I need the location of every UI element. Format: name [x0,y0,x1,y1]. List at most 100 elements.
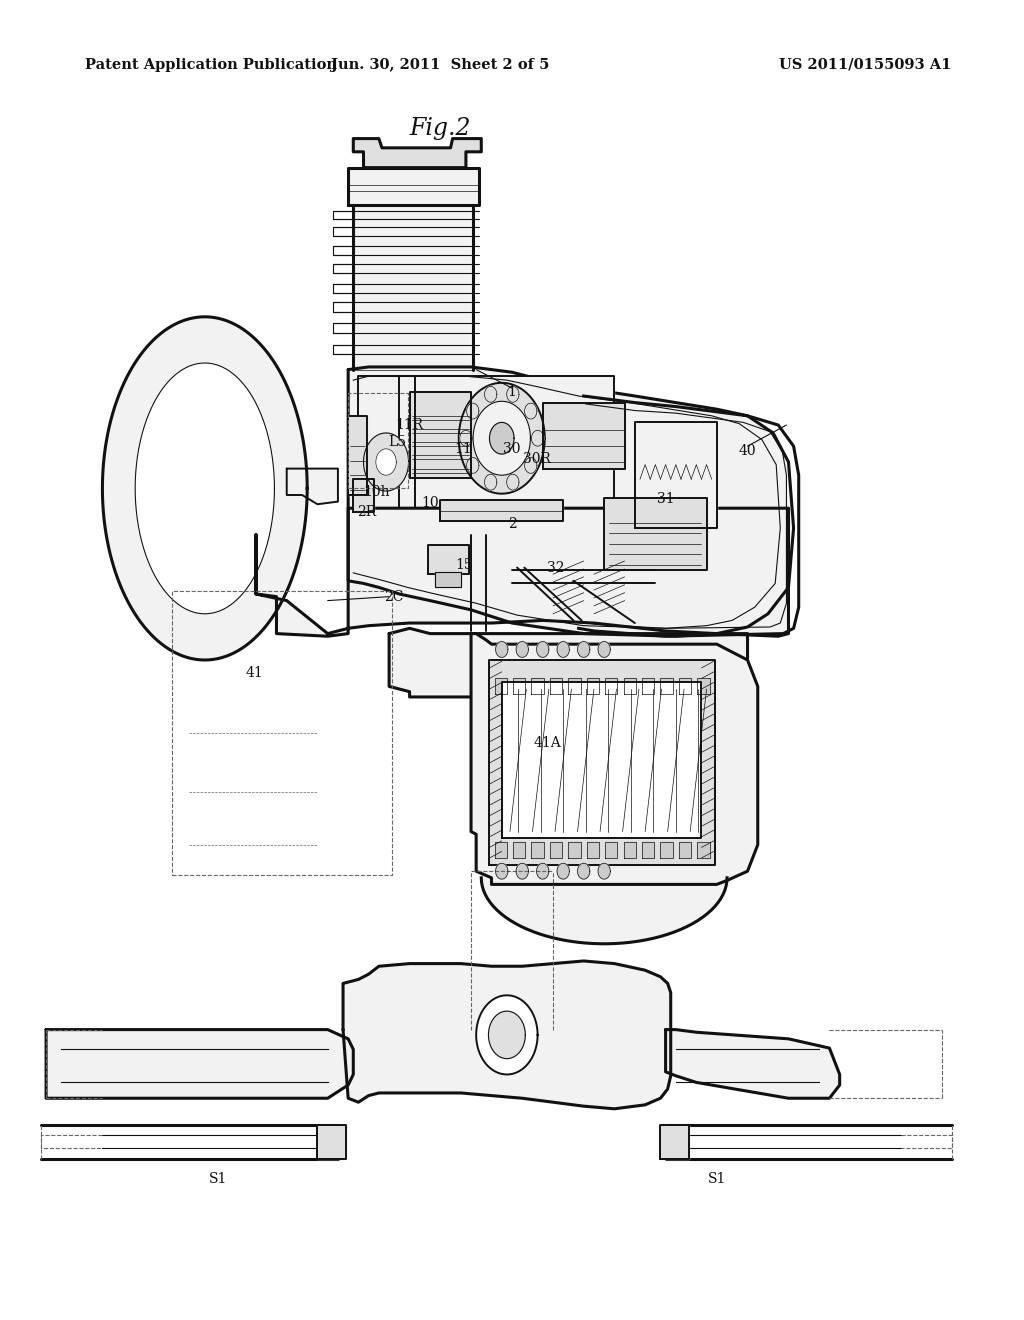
Text: Fig.2: Fig.2 [410,116,471,140]
Polygon shape [353,205,473,370]
Polygon shape [496,863,508,879]
Polygon shape [507,387,519,403]
Polygon shape [353,139,481,168]
Polygon shape [495,678,507,694]
Polygon shape [317,1125,346,1159]
Polygon shape [516,642,528,657]
Polygon shape [660,678,673,694]
Polygon shape [459,383,545,494]
Polygon shape [587,842,599,858]
Polygon shape [348,416,367,495]
Polygon shape [428,545,469,574]
Text: L5: L5 [388,436,407,449]
Polygon shape [550,678,562,694]
Polygon shape [435,572,461,587]
Polygon shape [496,642,508,657]
Polygon shape [376,449,396,475]
Polygon shape [537,642,549,657]
Polygon shape [488,1011,525,1059]
Text: 11: 11 [454,442,472,455]
Text: 15: 15 [455,558,473,572]
Polygon shape [578,863,590,879]
Polygon shape [543,403,625,469]
Polygon shape [598,863,610,879]
Polygon shape [531,842,544,858]
Polygon shape [481,878,727,944]
Polygon shape [467,403,479,418]
Polygon shape [484,387,497,403]
Polygon shape [531,430,544,446]
Text: 41A: 41A [534,737,562,750]
Polygon shape [410,392,471,478]
Polygon shape [642,678,654,694]
Polygon shape [467,458,479,474]
Text: 30R: 30R [522,453,551,466]
Text: 10: 10 [421,496,439,510]
Polygon shape [598,642,610,657]
Polygon shape [679,678,691,694]
Polygon shape [604,498,707,570]
Text: 32: 32 [547,561,565,574]
Polygon shape [550,842,562,858]
Polygon shape [287,469,338,504]
Polygon shape [102,317,307,660]
Polygon shape [605,678,617,694]
Text: 40: 40 [738,445,757,458]
Polygon shape [568,842,581,858]
Polygon shape [348,367,794,636]
Polygon shape [513,842,525,858]
Polygon shape [557,863,569,879]
Text: Patent Application Publication: Patent Application Publication [85,58,337,71]
Text: 41: 41 [245,667,263,680]
Polygon shape [524,403,537,418]
Text: 2: 2 [508,517,516,531]
Polygon shape [635,422,717,528]
Polygon shape [389,628,748,697]
Polygon shape [484,474,497,490]
Polygon shape [399,376,614,508]
Polygon shape [46,1030,353,1098]
Polygon shape [358,376,415,508]
Polygon shape [531,678,544,694]
Polygon shape [697,678,710,694]
Text: 31: 31 [656,492,675,506]
Polygon shape [489,660,715,865]
Polygon shape [642,842,654,858]
Polygon shape [605,842,617,858]
Polygon shape [256,508,788,636]
Polygon shape [513,678,525,694]
Polygon shape [135,363,274,614]
Polygon shape [495,842,507,858]
Polygon shape [516,863,528,879]
Text: 11R: 11R [395,418,424,432]
Text: 1: 1 [508,385,516,399]
Polygon shape [557,642,569,657]
Polygon shape [624,842,636,858]
Polygon shape [660,1125,689,1159]
Polygon shape [471,634,758,884]
Polygon shape [697,842,710,858]
Polygon shape [587,678,599,694]
Polygon shape [476,995,538,1074]
Polygon shape [568,678,581,694]
Polygon shape [364,433,409,491]
Polygon shape [660,842,673,858]
Polygon shape [460,430,472,446]
Polygon shape [679,842,691,858]
Polygon shape [489,422,514,454]
Text: Jun. 30, 2011  Sheet 2 of 5: Jun. 30, 2011 Sheet 2 of 5 [331,58,550,71]
Polygon shape [537,863,549,879]
Text: 2C: 2C [385,590,403,603]
Text: US 2011/0155093 A1: US 2011/0155093 A1 [779,58,951,71]
Text: S1: S1 [209,1172,227,1185]
Text: 2R: 2R [357,506,376,519]
Text: S1: S1 [708,1172,726,1185]
Polygon shape [524,458,537,474]
Polygon shape [502,682,701,838]
Polygon shape [578,642,590,657]
Text: 30: 30 [503,442,521,455]
Polygon shape [507,474,519,490]
Polygon shape [666,1030,840,1098]
Polygon shape [440,500,563,521]
Polygon shape [343,961,671,1109]
